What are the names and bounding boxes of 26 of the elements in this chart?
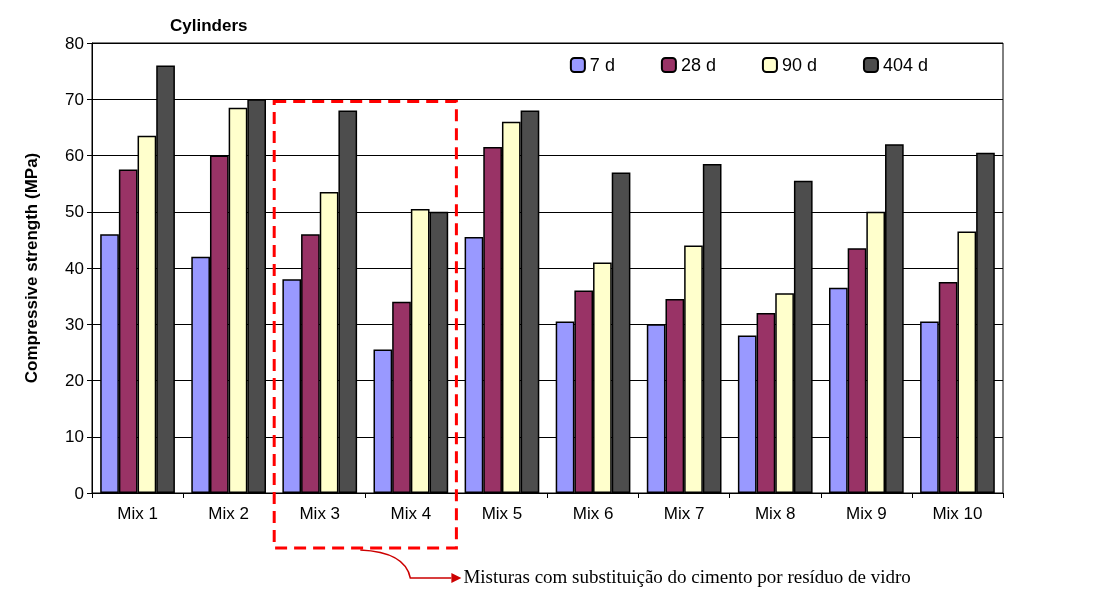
legend-label: 90 d	[781, 55, 817, 75]
x-tick-label: Mix 4	[390, 504, 432, 523]
x-tick-label: Mix 7	[663, 504, 705, 523]
y-tick-label: 50	[65, 202, 84, 222]
x-tick-label: Mix 9	[846, 504, 887, 523]
y-tick-label: 20	[65, 371, 84, 390]
x-tick-label: Mix 10	[932, 504, 983, 523]
y-tick-label: 60	[65, 146, 84, 165]
legend-label: 7 d	[589, 55, 615, 75]
x-tick-label: Mix 6	[572, 504, 614, 523]
y-tick-label: 80	[65, 33, 84, 53]
text: Misturas com substituição do cimento por resíduo de vidro	[463, 566, 911, 588]
x-tick-label: Mix 8	[754, 504, 796, 523]
legend-label: 404 d	[882, 55, 928, 75]
x-tick-label: Mix 1	[117, 504, 158, 523]
y-tick-label: 40	[65, 258, 84, 278]
y-axis-title: Compressive strength (MPa)	[22, 152, 41, 384]
chart-title: Cylinders	[170, 16, 248, 35]
y-tick-label: 10	[65, 427, 84, 447]
y-tick-label: 30	[65, 314, 84, 334]
x-tick-label: Mix 3	[299, 504, 341, 523]
y-tick-label: 0	[74, 483, 84, 503]
x-tick-label: Mix 5	[481, 504, 523, 523]
x-tick-label: Mix 2	[208, 504, 249, 523]
legend-label: 28 d	[680, 55, 716, 75]
y-tick-label: 70	[65, 89, 84, 109]
